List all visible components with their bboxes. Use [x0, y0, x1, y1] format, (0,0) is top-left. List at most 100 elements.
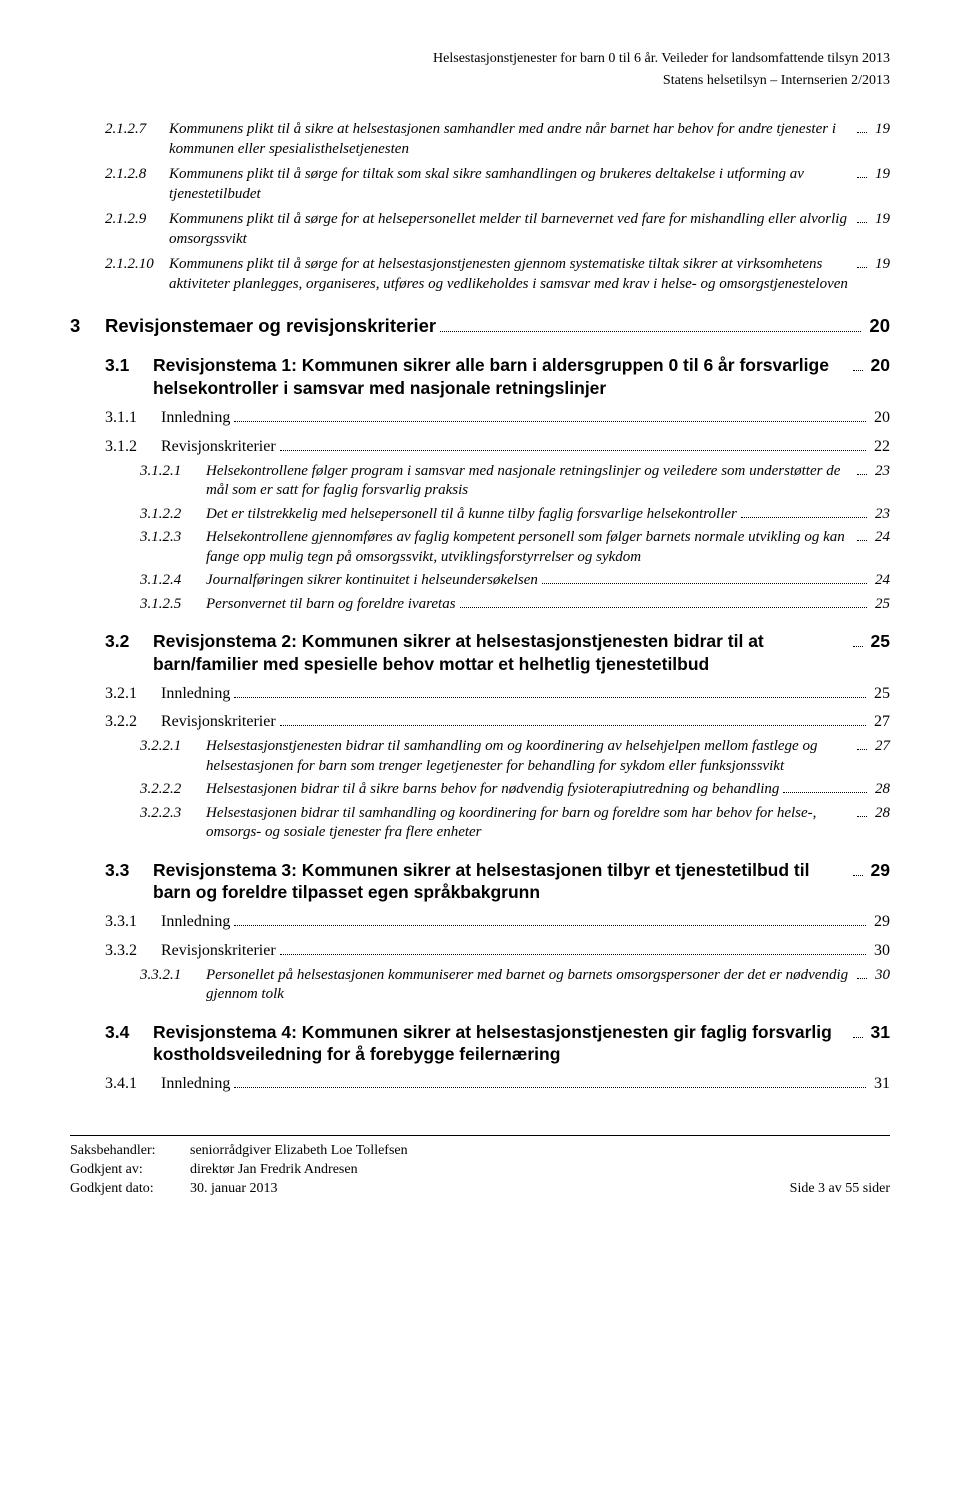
- toc-leader-dots: [857, 816, 867, 817]
- toc-entry-page: 20: [865, 314, 890, 338]
- toc-entry: 3.2.2.3Helsestasjonen bidrar til samhand…: [140, 804, 890, 843]
- toc-entry-number: 2.1.2.8: [105, 165, 169, 185]
- toc-entry-number: 3: [70, 314, 105, 338]
- toc-entry: 3.3.2.1Personellet på helsestasjonen kom…: [140, 966, 890, 1005]
- toc-entry-page: 19: [871, 255, 890, 275]
- toc-entry-text: Helsestasjonstjenesten bidrar til samhan…: [206, 737, 853, 776]
- toc-leader-dots: [853, 370, 863, 371]
- footer-page-number: Side 3 av 55 sider: [790, 1180, 890, 1198]
- toc-entry-text: Innledning: [161, 408, 230, 429]
- toc-entry-page: 31: [870, 1074, 890, 1095]
- toc-entry: 2.1.2.8Kommunens plikt til å sørge for t…: [105, 165, 890, 204]
- toc-entry-number: 3.2.1: [105, 684, 161, 705]
- toc-entry-page: 31: [867, 1021, 890, 1044]
- toc-entry: 3.2.2.2Helsestasjonen bidrar til å sikre…: [140, 780, 890, 800]
- toc-entry-page: 27: [871, 737, 890, 757]
- toc-entry-text: Revisjonstema 3: Kommunen sikrer at hels…: [153, 859, 849, 905]
- toc-entry: 3.2Revisjonstema 2: Kommunen sikrer at h…: [105, 630, 890, 676]
- toc-entry-page: 24: [871, 528, 890, 548]
- toc-leader-dots: [853, 1037, 863, 1038]
- toc-leader-dots: [280, 450, 866, 451]
- toc-entry-page: 24: [871, 571, 890, 591]
- toc-entry-number: 3.1: [105, 354, 153, 377]
- toc-entry-text: Journalføringen sikrer kontinuitet i hel…: [206, 571, 538, 591]
- toc-entry-page: 29: [867, 859, 890, 882]
- toc-entry: 3.3Revisjonstema 3: Kommunen sikrer at h…: [105, 859, 890, 905]
- toc-entry-number: 3.1.1: [105, 408, 161, 429]
- toc-entry-number: 3.4: [105, 1021, 153, 1044]
- toc-leader-dots: [853, 875, 863, 876]
- toc-entry-text: Helsekontrollene følger program i samsva…: [206, 462, 853, 501]
- toc-entry-number: 2.1.2.7: [105, 120, 169, 140]
- footer-meta-row: Saksbehandler:seniorrådgiver Elizabeth L…: [70, 1142, 408, 1161]
- toc-entry-number: 3.2.2.3: [140, 804, 206, 824]
- toc-leader-dots: [857, 267, 867, 268]
- footer-meta-value: direktør Jan Fredrik Andresen: [190, 1162, 358, 1177]
- toc-leader-dots: [542, 583, 867, 584]
- toc-entry: 2.1.2.9Kommunens plikt til å sørge for a…: [105, 210, 890, 249]
- page-footer: Saksbehandler:seniorrådgiver Elizabeth L…: [70, 1135, 890, 1199]
- toc-entry-text: Kommunens plikt til å sørge for tiltak s…: [169, 165, 853, 204]
- toc-entry-page: 28: [871, 804, 890, 824]
- toc-entry-page: 19: [871, 210, 890, 230]
- toc-entry-page: 20: [867, 354, 890, 377]
- toc-leader-dots: [857, 540, 867, 541]
- toc-leader-dots: [234, 697, 866, 698]
- footer-meta-label: Godkjent dato:: [70, 1180, 190, 1199]
- toc-entry: 3.1.2.3Helsekontrollene gjennomføres av …: [140, 528, 890, 567]
- toc-entry-page: 20: [870, 408, 890, 429]
- toc-leader-dots: [857, 474, 867, 475]
- toc-entry-text: Personvernet til barn og foreldre ivaret…: [206, 595, 456, 615]
- toc-entry-number: 3.2: [105, 630, 153, 653]
- toc-leader-dots: [234, 925, 866, 926]
- toc-entry-number: 3.2.2: [105, 712, 161, 733]
- toc-entry-page: 23: [871, 462, 890, 482]
- toc-entry-page: 25: [870, 684, 890, 705]
- toc-entry-number: 3.2.2.1: [140, 737, 206, 757]
- toc-entry-number: 3.3: [105, 859, 153, 882]
- toc-entry-page: 25: [867, 630, 890, 653]
- toc-leader-dots: [460, 607, 867, 608]
- toc-entry: 3.1.2.4Journalføringen sikrer kontinuite…: [140, 571, 890, 591]
- toc-entry-text: Revisjonstemaer og revisjonskriterier: [105, 314, 436, 338]
- footer-meta-value: seniorrådgiver Elizabeth Loe Tollefsen: [190, 1143, 408, 1158]
- toc-entry-text: Revisjonskriterier: [161, 941, 276, 962]
- footer-meta-row: Godkjent av:direktør Jan Fredrik Andrese…: [70, 1161, 408, 1180]
- toc-entry-text: Helsekontrollene gjennomføres av faglig …: [206, 528, 853, 567]
- toc-entry-page: 28: [871, 780, 890, 800]
- toc-entry-page: 22: [870, 437, 890, 458]
- footer-meta-label: Saksbehandler:: [70, 1142, 190, 1161]
- toc-entry-number: 3.1.2.4: [140, 571, 206, 591]
- toc-leader-dots: [857, 749, 867, 750]
- toc-entry-number: 3.1.2: [105, 437, 161, 458]
- header-series: Statens helsetilsyn – Internserien 2/201…: [70, 72, 890, 90]
- toc-leader-dots: [440, 331, 861, 332]
- toc-leader-dots: [857, 177, 867, 178]
- toc-entry-text: Personellet på helsestasjonen kommuniser…: [206, 966, 853, 1005]
- toc-leader-dots: [280, 725, 866, 726]
- toc-entry-number: 3.4.1: [105, 1074, 161, 1095]
- toc-entry-text: Revisjonskriterier: [161, 437, 276, 458]
- toc-leader-dots: [857, 222, 867, 223]
- toc-entry-number: 3.3.2: [105, 941, 161, 962]
- toc-entry: 3.1.2.1Helsekontrollene følger program i…: [140, 462, 890, 501]
- toc-entry: 3.1.2Revisjonskriterier 22: [105, 437, 890, 458]
- toc-entry-page: 19: [871, 165, 890, 185]
- toc-entry: 3.4.1Innledning31: [105, 1074, 890, 1095]
- toc-entry-text: Helsestasjonen bidrar til samhandling og…: [206, 804, 853, 843]
- toc-entry: 2.1.2.10Kommunens plikt til å sørge for …: [105, 255, 890, 294]
- toc-entry-text: Revisjonskriterier: [161, 712, 276, 733]
- toc-entry: 3.4Revisjonstema 4: Kommunen sikrer at h…: [105, 1021, 890, 1067]
- toc-entry-page: 29: [870, 912, 890, 933]
- toc-entry: 3.1Revisjonstema 1: Kommunen sikrer alle…: [105, 354, 890, 400]
- toc-entry: 2.1.2.7Kommunens plikt til å sikre at he…: [105, 120, 890, 159]
- toc-leader-dots: [783, 792, 867, 793]
- toc-leader-dots: [741, 517, 867, 518]
- toc-leader-dots: [857, 132, 867, 133]
- toc-entry-text: Helsestasjonen bidrar til å sikre barns …: [206, 780, 779, 800]
- toc-leader-dots: [280, 954, 866, 955]
- toc-entry-text: Revisjonstema 2: Kommunen sikrer at hels…: [153, 630, 849, 676]
- toc-entry-number: 3.1.2.1: [140, 462, 206, 482]
- toc-entry-number: 3.1.2.5: [140, 595, 206, 615]
- toc-entry-page: 30: [870, 941, 890, 962]
